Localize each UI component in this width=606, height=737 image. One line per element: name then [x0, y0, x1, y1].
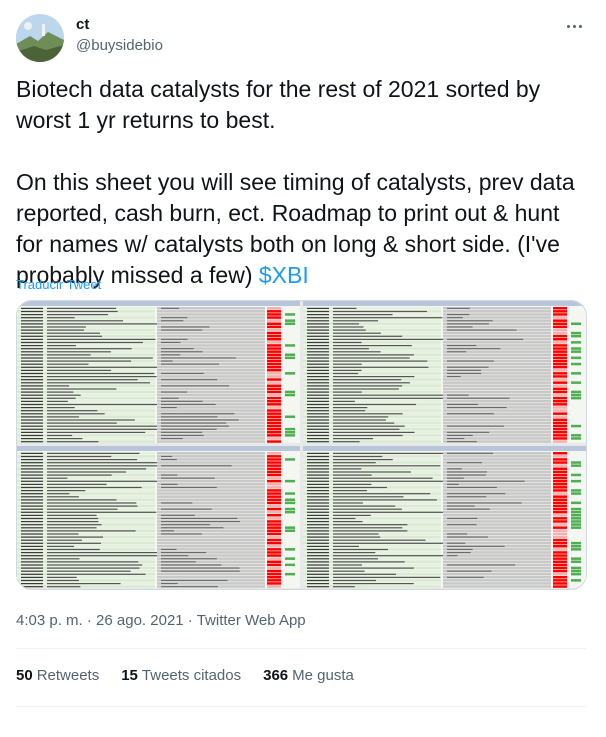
retweets-stat[interactable]: 50 Retweets	[16, 667, 100, 684]
translate-tweet-link[interactable]: Traducir Tweet	[16, 277, 102, 292]
tweet-media[interactable]	[16, 300, 587, 590]
tweet-source[interactable]: Twitter Web App	[196, 612, 306, 629]
more-options-button[interactable]	[560, 14, 588, 38]
avatar[interactable]	[16, 14, 64, 62]
author-name[interactable]: ct	[76, 16, 90, 33]
spreadsheet-image-3[interactable]	[17, 446, 300, 588]
avatar-image	[16, 14, 64, 62]
tweet-meta: 4:03 p. m. · 26 ago. 2021 · Twitter Web …	[16, 612, 306, 629]
divider	[16, 706, 586, 707]
tweet-body: Biotech data catalysts for the rest of 2…	[16, 76, 575, 288]
spreadsheet-image-2[interactable]	[303, 301, 586, 443]
meta-separator: ·	[183, 612, 197, 629]
cashtag-link[interactable]: $XBI	[258, 262, 309, 288]
more-dots-icon	[566, 24, 570, 28]
engagement-stats: 50 Retweets 15 Tweets citados 366 Me gusta	[16, 667, 354, 684]
quote-tweets-stat[interactable]: 15 Tweets citados	[121, 667, 242, 684]
tweet-time[interactable]: 4:03 p. m.	[16, 612, 83, 629]
likes-stat[interactable]: 366 Me gusta	[263, 667, 354, 684]
sheet-graphic	[303, 301, 586, 443]
author-handle[interactable]: @buysidebio	[76, 37, 163, 54]
spreadsheet-image-4[interactable]	[303, 446, 586, 588]
tweet-text: Biotech data catalysts for the rest of 2…	[16, 74, 586, 291]
sheet-graphic	[17, 301, 300, 443]
sheet-graphic	[17, 446, 300, 588]
spreadsheet-image-1[interactable]	[17, 301, 300, 443]
sheet-graphic	[303, 446, 586, 588]
divider	[16, 648, 586, 649]
tweet-date[interactable]: 26 ago. 2021	[96, 612, 184, 629]
meta-separator: ·	[82, 612, 97, 629]
